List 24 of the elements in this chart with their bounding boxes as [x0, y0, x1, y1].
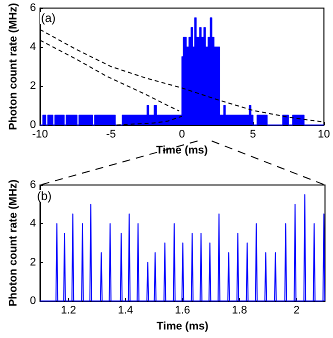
x-axis-title: Time (ms) [156, 144, 208, 156]
y-tick-label: 0 [30, 295, 36, 307]
x-tick-label: 1.2 [60, 304, 76, 316]
x-tick-label: -10 [32, 128, 48, 140]
x-tick-label: 10 [318, 128, 330, 140]
x-tick-label: 2 [293, 304, 300, 316]
y-tick-label: 4 [30, 218, 36, 230]
x-tick-label: 1.4 [118, 304, 134, 316]
x-tick-label: 1.6 [174, 304, 190, 316]
annotation: (a) [41, 11, 56, 25]
y-tick-label: 6 [30, 2, 36, 14]
x-tick-label: 5 [250, 128, 256, 140]
annotation: (b) [37, 189, 52, 203]
y-tick-label: 4 [30, 41, 36, 54]
y-axis-title: Photon count rate (MHz) [8, 179, 20, 307]
y-tick-label: 2 [30, 80, 36, 92]
x-tick-label: -5 [106, 128, 116, 140]
y-tick-label: 2 [30, 256, 36, 268]
y-axis-title: Photon count rate (MHz) [8, 2, 20, 130]
y-tick-label: 6 [30, 179, 36, 191]
x-axis-title: Time (ms) [156, 320, 209, 332]
y-tick-label: 0 [30, 119, 36, 131]
x-tick-label: 0 [178, 128, 186, 140]
x-tick-label: 1.8 [232, 304, 248, 316]
